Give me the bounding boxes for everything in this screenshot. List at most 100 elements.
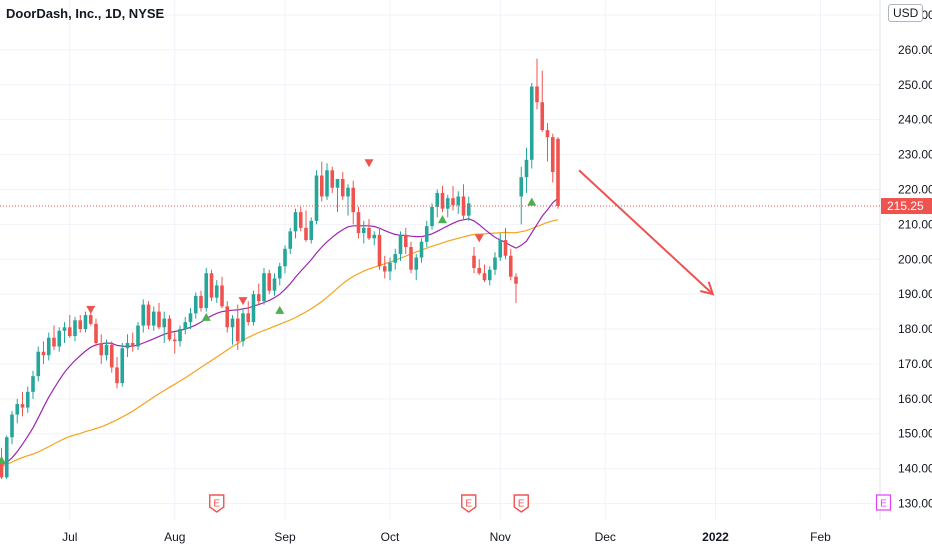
- candle-body: [498, 240, 503, 258]
- earnings-badge: [875, 494, 892, 511]
- candle: [409, 241, 413, 274]
- candle: [52, 325, 56, 350]
- trend-arrow[interactable]: [578, 169, 715, 296]
- candle: [109, 341, 114, 373]
- candle-body: [262, 273, 266, 302]
- earnings-marker: E: [875, 494, 892, 511]
- candle: [151, 306, 156, 331]
- candle: [256, 283, 261, 305]
- time-axis[interactable]: Jul Aug Sep Oct Nov Dec 2022 Feb: [62, 530, 831, 544]
- candle-body: [241, 313, 245, 342]
- candle: [304, 210, 308, 242]
- candle-body: [246, 313, 251, 323]
- buy-signal-marker: [275, 305, 285, 314]
- candle-body: [361, 227, 366, 234]
- candle: [136, 322, 140, 350]
- candle: [46, 332, 51, 361]
- signal-markers: [0, 159, 537, 464]
- candle: [466, 196, 471, 221]
- candle-body: [225, 306, 230, 328]
- candle-body: [309, 220, 314, 241]
- candle: [403, 227, 408, 255]
- candle-body: [251, 294, 256, 323]
- candle: [335, 178, 340, 213]
- candle: [220, 276, 224, 309]
- candle-body: [230, 318, 235, 328]
- candle-body: [430, 206, 434, 227]
- candle-body: [57, 330, 62, 347]
- candle-body: [267, 273, 272, 291]
- candle: [487, 266, 492, 286]
- price-axis[interactable]: 130.00 140.00 150.00 160.00 170.00 180.00 190.…: [898, 8, 932, 511]
- candle-body: [298, 212, 303, 228]
- candle-body: [115, 367, 119, 384]
- candle-body: [319, 175, 324, 197]
- candle: [235, 304, 240, 350]
- candle: [519, 166, 524, 225]
- candle-body: [151, 311, 156, 326]
- candle-body: [550, 137, 555, 173]
- candle-body: [36, 351, 41, 377]
- candle: [146, 301, 151, 330]
- candle-body: [377, 234, 382, 267]
- earnings-marker: E: [513, 494, 529, 513]
- earnings-label: E: [465, 499, 472, 510]
- candle-body: [88, 315, 93, 324]
- candle-body: [508, 255, 513, 277]
- last-price-badge: [881, 198, 932, 215]
- candle: [503, 227, 508, 260]
- candle: [141, 299, 146, 333]
- candle-body: [104, 344, 109, 356]
- candle: [230, 315, 235, 345]
- candle-body: [335, 178, 340, 188]
- candle: [414, 254, 419, 281]
- candle-body: [351, 187, 356, 213]
- candle-body: [46, 337, 51, 356]
- candle-body: [288, 231, 293, 249]
- candle: [514, 273, 518, 303]
- candle: [57, 327, 62, 352]
- candle-body: [167, 318, 172, 340]
- candle: [41, 341, 46, 364]
- candle-body: [293, 212, 298, 232]
- candle-body: [209, 273, 214, 298]
- sell-signal-marker: [364, 159, 374, 168]
- candle: [309, 217, 314, 244]
- candle: [225, 301, 230, 333]
- candle-body: [183, 322, 188, 330]
- candle-body: [99, 343, 104, 356]
- candle: [293, 208, 298, 239]
- candle-body: [52, 337, 56, 347]
- candle: [99, 334, 104, 364]
- candle: [188, 308, 193, 330]
- earnings-label: E: [213, 499, 220, 510]
- candle: [529, 83, 534, 169]
- ma-slow-path: [1, 219, 559, 468]
- candle: [167, 315, 172, 342]
- candle: [288, 227, 293, 255]
- last-price-label: 215.25: [881, 198, 932, 215]
- x-tick-label: Dec: [595, 530, 616, 544]
- candle: [125, 334, 130, 357]
- earnings-badge: [513, 494, 529, 513]
- y-tick-label: 140.00: [898, 462, 932, 476]
- candle-body: [193, 295, 198, 314]
- candle: [346, 184, 350, 216]
- candle: [440, 185, 445, 213]
- candle-body: [157, 311, 161, 328]
- currency-button[interactable]: USD: [888, 4, 924, 22]
- x-tick-label: 2022: [702, 530, 729, 544]
- candle-body: [178, 329, 182, 342]
- y-tick-label: 260.00: [898, 43, 932, 57]
- candle-body: [15, 404, 20, 415]
- candle: [25, 386, 30, 413]
- candle-body: [4, 437, 9, 478]
- candle-body: [346, 187, 350, 197]
- candle: [535, 58, 539, 110]
- candle: [267, 269, 272, 295]
- candle: [157, 302, 161, 330]
- candle: [314, 170, 319, 225]
- x-tick-label: Feb: [810, 530, 831, 544]
- candle-body: [141, 304, 146, 326]
